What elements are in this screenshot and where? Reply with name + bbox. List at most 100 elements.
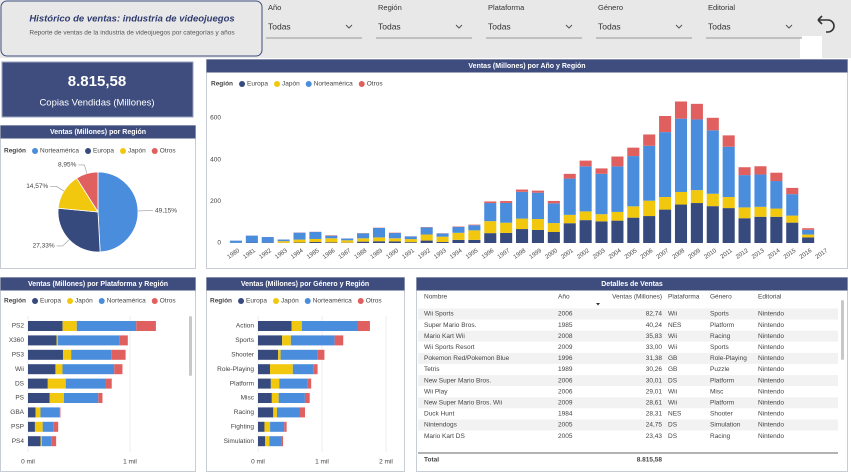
y-tick-label: PS3	[12, 352, 25, 359]
chart-title: Ventas (Millones) por Año y Región	[468, 63, 585, 70]
table-cell: Wii	[668, 344, 677, 351]
bar-segment	[706, 193, 719, 207]
bar-segment	[516, 218, 529, 230]
bar-segment	[334, 335, 344, 346]
scrollbar[interactable]	[189, 316, 192, 376]
table-cell: NES	[668, 322, 682, 329]
bar-segment	[279, 378, 308, 389]
bar-segment	[280, 349, 318, 360]
column-header: Ventas (Millones)	[612, 294, 662, 301]
legend-label: Europa	[246, 298, 267, 305]
table-cell: Simulation	[710, 422, 741, 429]
table-row	[418, 408, 838, 420]
bar-segment	[690, 203, 703, 243]
bar-segment	[611, 166, 624, 212]
bar-segment	[770, 208, 783, 217]
bar-segment	[64, 393, 99, 403]
bar-segment	[500, 232, 513, 243]
bar-segment	[304, 393, 310, 403]
bar-segment	[40, 436, 42, 447]
bar-segment	[436, 233, 449, 237]
back-button[interactable]	[817, 15, 835, 33]
scrollbar[interactable]	[841, 300, 844, 360]
column-header: Género	[710, 294, 732, 301]
bar-segment	[802, 228, 815, 230]
table-cell: 28,61	[646, 400, 663, 407]
dropdown-chevron	[345, 24, 353, 29]
bar-segment	[706, 206, 719, 243]
bar-segment	[754, 206, 767, 217]
bar-segment	[786, 187, 799, 195]
table-cell: Nintendo	[758, 411, 784, 418]
bar-segment	[388, 232, 401, 239]
bar-segment	[265, 436, 270, 447]
bar-segment	[595, 214, 608, 222]
bar-segment	[468, 225, 481, 231]
bar-segment	[28, 421, 35, 432]
table-cell: Nintendo	[758, 311, 784, 318]
bar-segment	[547, 223, 560, 232]
table-cell: 2006	[558, 377, 573, 384]
table-cell: 2008	[558, 333, 573, 340]
bar-segment	[34, 421, 43, 432]
data-label: 14,57%	[26, 183, 48, 190]
bar-segment	[802, 237, 815, 243]
bar-segment	[722, 208, 735, 243]
total-value: 8.815,58	[637, 457, 663, 464]
bar-segment	[516, 189, 529, 192]
bar-segment	[269, 436, 282, 447]
filter-label: Región	[378, 3, 402, 12]
bar-segment	[547, 231, 560, 243]
filter-dropdown[interactable]	[486, 16, 582, 38]
panel-header	[206, 59, 848, 73]
table-row	[418, 430, 838, 442]
legend-title: Región	[4, 148, 26, 155]
table-row	[418, 330, 838, 342]
bar-segment	[278, 349, 281, 360]
bar-segment	[53, 421, 59, 432]
kpi-label: Copias Vendidas (Millones)	[39, 98, 154, 109]
legend-marker	[357, 298, 364, 304]
table-cell: Nintendo	[758, 322, 784, 329]
bar-segment	[372, 227, 386, 238]
column-header: Editorial	[758, 294, 782, 301]
y-tick-label: Wii	[15, 366, 24, 373]
panel-header	[0, 125, 196, 139]
panel-header	[0, 277, 196, 291]
bar-segment	[706, 130, 719, 194]
bar-segment	[62, 364, 115, 375]
bar-segment	[261, 237, 274, 243]
y-tick-label: Platform	[230, 380, 254, 387]
bar-segment	[258, 421, 265, 432]
legend-title: Región	[4, 298, 26, 305]
panel-header	[416, 277, 848, 291]
y-tick-label: DS	[15, 380, 25, 387]
bar-segment	[484, 221, 497, 234]
bar-segment	[293, 232, 306, 240]
bar-segment	[273, 407, 277, 418]
bar-segment	[595, 173, 608, 215]
bar-segment	[292, 364, 314, 375]
filter-dropdown[interactable]	[706, 16, 802, 38]
filter-dropdown[interactable]	[266, 16, 362, 38]
bar-segment	[258, 364, 271, 375]
bar-segment	[357, 241, 370, 243]
bar-segment	[563, 223, 576, 243]
bar-segment	[284, 421, 287, 432]
legend-label: Europa	[93, 148, 114, 155]
header-subtitle: Reporte de ventas de la industria de vid…	[29, 30, 235, 37]
legend-label: Norteamérica	[314, 81, 353, 88]
table-cell: 30,26	[646, 366, 663, 373]
y-tick-label: GBA	[10, 409, 24, 416]
legend-marker	[120, 148, 127, 154]
table: Nombre Año Ventas (Millones) Plataforma Géne…	[418, 294, 844, 464]
filter-dropdown[interactable]	[376, 16, 472, 38]
kpi-card	[1, 61, 194, 118]
bar-segment	[28, 378, 48, 389]
bar-segment	[595, 168, 608, 174]
x-tick-label: 2 mil	[379, 459, 393, 466]
bar-segment	[372, 237, 386, 242]
bar-segment	[690, 190, 703, 204]
table-cell: Wii	[668, 333, 677, 340]
filter-dropdown[interactable]	[596, 16, 692, 38]
